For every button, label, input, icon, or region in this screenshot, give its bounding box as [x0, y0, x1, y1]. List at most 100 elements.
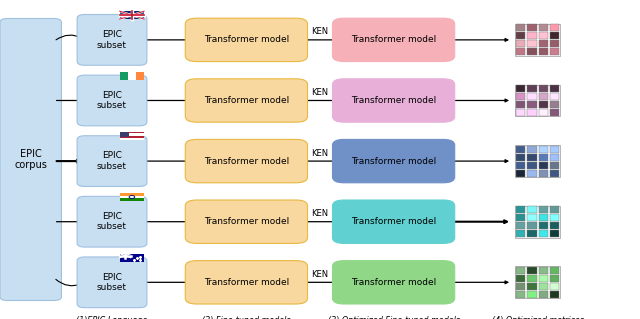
- Bar: [538, 214, 548, 221]
- Bar: [538, 41, 548, 48]
- Text: EPIC
subset: EPIC subset: [97, 152, 127, 171]
- Bar: [538, 170, 548, 177]
- Bar: [550, 154, 559, 161]
- Bar: [515, 145, 560, 177]
- Text: Transformer model: Transformer model: [204, 278, 289, 287]
- Bar: [516, 48, 525, 56]
- Text: Transformer model: Transformer model: [351, 96, 436, 105]
- Bar: [516, 283, 525, 290]
- Bar: [550, 48, 559, 56]
- Bar: [515, 266, 560, 298]
- Bar: [120, 193, 144, 196]
- Bar: [550, 230, 559, 237]
- Bar: [550, 85, 559, 92]
- Bar: [516, 109, 525, 116]
- Bar: [538, 291, 548, 298]
- Bar: [120, 254, 144, 262]
- Bar: [527, 291, 536, 298]
- FancyBboxPatch shape: [0, 19, 61, 300]
- FancyBboxPatch shape: [186, 200, 307, 243]
- Bar: [538, 85, 548, 92]
- Bar: [120, 132, 129, 137]
- Bar: [550, 32, 559, 40]
- Bar: [515, 24, 560, 56]
- Bar: [550, 206, 559, 213]
- Bar: [120, 134, 144, 135]
- Bar: [516, 206, 525, 213]
- Bar: [527, 41, 536, 48]
- Bar: [550, 291, 559, 298]
- Bar: [527, 25, 536, 32]
- Bar: [516, 101, 525, 108]
- Text: Transformer model: Transformer model: [204, 96, 289, 105]
- Text: EPIC
corpus: EPIC corpus: [14, 149, 47, 170]
- Bar: [538, 109, 548, 116]
- FancyBboxPatch shape: [186, 18, 307, 62]
- Bar: [515, 85, 560, 116]
- Bar: [550, 267, 559, 274]
- Bar: [550, 222, 559, 229]
- Text: Transformer model: Transformer model: [204, 157, 289, 166]
- Bar: [550, 109, 559, 116]
- Bar: [550, 170, 559, 177]
- FancyBboxPatch shape: [333, 261, 454, 304]
- FancyBboxPatch shape: [333, 200, 454, 243]
- Bar: [527, 214, 536, 221]
- Bar: [538, 101, 548, 108]
- Bar: [516, 170, 525, 177]
- Bar: [550, 145, 559, 153]
- Bar: [538, 161, 548, 168]
- Bar: [527, 85, 536, 92]
- Bar: [538, 93, 548, 100]
- Bar: [527, 93, 536, 100]
- Bar: [550, 275, 559, 282]
- Bar: [120, 196, 144, 198]
- Bar: [120, 11, 144, 19]
- Text: EPIC
subset: EPIC subset: [97, 91, 127, 110]
- Bar: [120, 136, 144, 137]
- Bar: [120, 72, 128, 80]
- FancyBboxPatch shape: [77, 75, 147, 126]
- FancyBboxPatch shape: [333, 79, 454, 122]
- FancyBboxPatch shape: [77, 136, 147, 186]
- FancyBboxPatch shape: [186, 139, 307, 183]
- FancyBboxPatch shape: [77, 14, 147, 65]
- Bar: [527, 267, 536, 274]
- Bar: [538, 283, 548, 290]
- Bar: [527, 161, 536, 168]
- Bar: [515, 206, 560, 238]
- Text: KEN: KEN: [312, 27, 328, 36]
- Text: KEN: KEN: [312, 149, 328, 158]
- Bar: [516, 267, 525, 274]
- Text: KEN: KEN: [312, 270, 328, 279]
- Text: EPIC
subset: EPIC subset: [97, 273, 127, 292]
- Bar: [120, 138, 144, 139]
- Bar: [550, 161, 559, 168]
- Bar: [527, 145, 536, 153]
- Bar: [516, 222, 525, 229]
- Bar: [550, 41, 559, 48]
- Bar: [550, 214, 559, 221]
- Bar: [516, 145, 525, 153]
- Text: EPIC
subset: EPIC subset: [97, 212, 127, 231]
- Text: Transformer model: Transformer model: [351, 217, 436, 226]
- Bar: [120, 139, 144, 140]
- Bar: [120, 135, 144, 136]
- Bar: [538, 25, 548, 32]
- Bar: [538, 32, 548, 40]
- Text: (4) Optimized matrices: (4) Optimized matrices: [492, 316, 584, 319]
- Bar: [550, 283, 559, 290]
- Text: (2) Fine-tuned models: (2) Fine-tuned models: [202, 316, 291, 319]
- Bar: [527, 170, 536, 177]
- Bar: [120, 133, 144, 134]
- Bar: [516, 154, 525, 161]
- Bar: [527, 230, 536, 237]
- Text: Transformer model: Transformer model: [351, 278, 436, 287]
- Bar: [120, 198, 144, 201]
- FancyBboxPatch shape: [77, 197, 147, 247]
- Bar: [527, 275, 536, 282]
- Bar: [538, 145, 548, 153]
- Bar: [538, 275, 548, 282]
- Bar: [516, 32, 525, 40]
- Text: Transformer model: Transformer model: [204, 217, 289, 226]
